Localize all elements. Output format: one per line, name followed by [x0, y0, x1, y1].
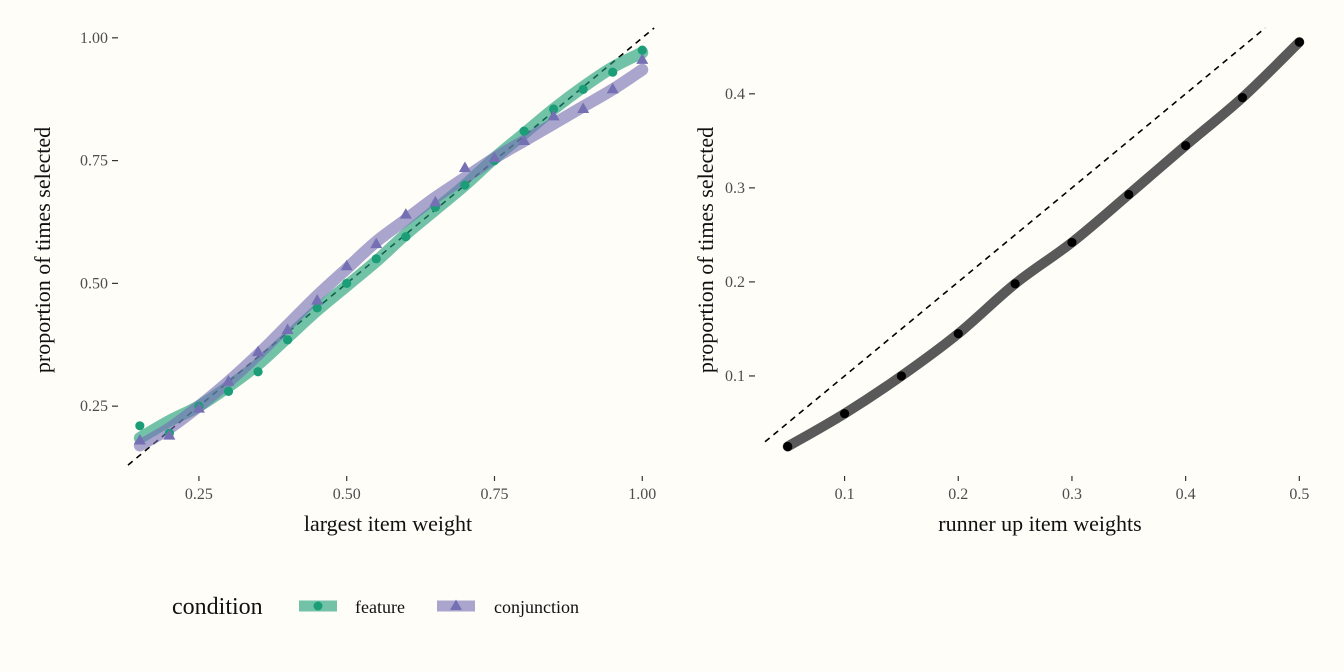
left-conjunction-point: [370, 237, 383, 249]
left-x-tick-label: 1.00: [628, 486, 656, 503]
right-series-0-point: [1067, 237, 1077, 248]
left-feature-point: [608, 67, 618, 77]
left-smooth-lines: [133, 46, 649, 452]
right-reference-line: [764, 27, 1266, 443]
right-x-tick-label: 0.1: [835, 486, 855, 503]
left-conjunction-smooth-line: [133, 63, 649, 452]
left-feature-point: [460, 180, 470, 190]
left-conjunction-point: [488, 151, 501, 163]
right-y-axis-title: proportion of times selected: [693, 127, 718, 373]
left-conjunction-point: [311, 294, 324, 305]
right-series-0-point: [783, 441, 793, 452]
legend-item-conjunction: conjunction: [437, 597, 579, 617]
right-y-tick-label: 0.3: [725, 180, 745, 197]
right-y-tick-label: 0.2: [725, 274, 745, 291]
right-series-0-point: [1010, 279, 1020, 289]
left-feature-point: [135, 421, 145, 431]
right-x-tick-label: 0.3: [1062, 486, 1082, 503]
left-feature-point: [549, 104, 559, 114]
left-conjunction-point: [340, 259, 353, 271]
left-feature-point: [223, 386, 234, 397]
left-conjunction-point: [606, 82, 619, 94]
right-x-tick-label: 0.4: [1176, 486, 1196, 503]
right-axes: 0.1 0.2 0.3 0.4 0.1 0.2 0.3 0.4 0.5: [725, 86, 1309, 503]
right-chart-panel: 0.1 0.2 0.3 0.4 0.1 0.2 0.3 0.4 0.5 runner up it…: [693, 27, 1309, 536]
legend-item-feature: feature: [299, 597, 405, 617]
left-axes: 0.25 0.50 0.75 1.00 0.25 0.50 0.75 1.00: [80, 30, 656, 503]
right-series-0-point: [1124, 189, 1134, 200]
left-feature-point: [519, 126, 529, 136]
right-series-0-point: [839, 408, 850, 419]
left-conjunction-point: [577, 102, 590, 114]
right-series-0-smooth-line: [782, 37, 1305, 452]
right-x-tick-label: 0.2: [948, 486, 968, 503]
left-conjunction-point: [133, 434, 146, 445]
legend-label-feature: feature: [355, 597, 405, 617]
right-series-0-point: [1294, 37, 1304, 47]
left-conjunction-point: [518, 134, 531, 145]
left-feature-point: [342, 278, 352, 288]
legend-key-feature-marker: [313, 601, 323, 611]
right-y-tick-label: 0.1: [725, 368, 745, 385]
right-series-0-point: [953, 329, 963, 339]
right-series-0-point: [896, 371, 907, 381]
left-x-tick-label: 0.25: [185, 486, 213, 503]
left-y-tick-label: 0.25: [80, 398, 108, 415]
left-conjunction-point: [458, 161, 471, 172]
left-feature-point: [253, 367, 263, 377]
right-smooth-lines: [782, 37, 1305, 452]
left-conjunction-point: [252, 345, 265, 357]
left-x-axis-title: largest item weight: [304, 511, 472, 536]
left-conjunction-point: [547, 109, 560, 121]
left-chart-panel: 0.25 0.50 0.75 1.00 0.25 0.50 0.75 1.00 largest…: [30, 27, 656, 536]
left-y-tick-label: 1.00: [80, 30, 108, 47]
left-conjunction-point: [192, 402, 205, 413]
legend-label-conjunction: conjunction: [494, 597, 579, 617]
left-feature-point: [637, 45, 647, 55]
left-conjunction-point: [281, 323, 294, 335]
left-data-points: [133, 45, 649, 445]
left-x-tick-label: 0.50: [333, 486, 361, 503]
left-feature-point: [312, 303, 322, 313]
left-feature-point: [371, 254, 381, 264]
legend-title: condition: [172, 594, 263, 620]
left-conjunction-point: [163, 429, 176, 440]
left-conjunction-point: [429, 195, 442, 207]
left-y-tick-label: 0.75: [80, 153, 108, 170]
right-data-points: [783, 37, 1304, 452]
left-y-tick-label: 0.50: [80, 275, 108, 292]
left-feature-point: [401, 232, 411, 242]
legend-key-conjunction-marker: [450, 599, 462, 610]
right-series-0-point: [1181, 140, 1191, 151]
right-y-tick-label: 0.4: [725, 86, 745, 103]
legend: condition feature conjunction: [172, 594, 579, 620]
left-feature-point: [283, 335, 293, 345]
left-feature-point: [578, 84, 588, 94]
left-conjunction-point: [636, 53, 649, 64]
left-x-tick-label: 0.75: [480, 486, 508, 503]
right-x-tick-label: 0.5: [1289, 486, 1309, 503]
left-conjunction-point: [222, 375, 235, 386]
left-conjunction-point: [399, 208, 412, 219]
left-y-axis-title: proportion of times selected: [30, 127, 55, 373]
right-series-0-point: [1237, 92, 1248, 103]
right-x-axis-title: runner up item weights: [938, 511, 1141, 536]
